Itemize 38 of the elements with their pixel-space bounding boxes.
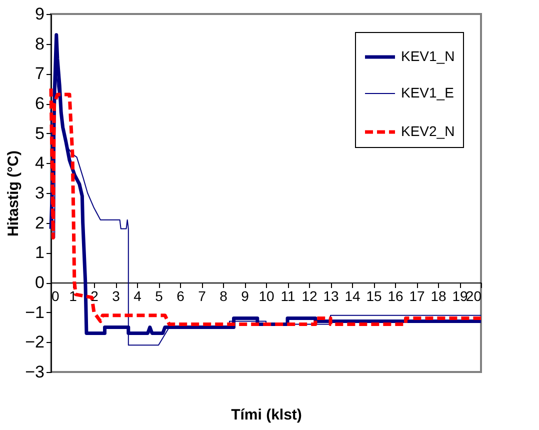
legend-label: KEV2_N xyxy=(401,123,455,139)
y-tick-label: 4 xyxy=(35,154,44,173)
y-tick-label: 9 xyxy=(35,4,44,24)
y-tick-label: 1 xyxy=(35,243,44,262)
y-tick-label: 2 xyxy=(35,213,44,232)
y-tick-label: 0 xyxy=(35,273,44,292)
x-tick-label: 10 xyxy=(258,288,274,304)
y-tick-label: −1 xyxy=(25,302,44,322)
legend-label: KEV1_N xyxy=(401,48,455,64)
x-tick-label: 20 xyxy=(466,288,482,304)
x-axis-title: Tími (klst) xyxy=(231,406,302,424)
y-tick-label: 8 xyxy=(35,34,44,54)
x-tick-label: 18 xyxy=(430,288,446,304)
x-tick-label: 12 xyxy=(302,288,318,304)
x-tick-label: 16 xyxy=(388,288,404,304)
x-tick-label: 8 xyxy=(220,288,228,304)
x-tick-label: 13 xyxy=(323,288,339,304)
x-tick-label: 1 xyxy=(69,288,78,304)
y-tick-label: 3 xyxy=(35,184,44,202)
x-tick-label: 19 xyxy=(452,288,468,304)
x-tick-label: 15 xyxy=(366,288,382,304)
y-tick-label: 7 xyxy=(35,64,44,84)
x-tick-label: 17 xyxy=(409,288,425,304)
x-tick-label: 6 xyxy=(176,288,185,304)
y-tick-label: 6 xyxy=(35,94,44,113)
y-tick-label: −2 xyxy=(25,332,44,352)
x-tick-label: 5 xyxy=(155,288,164,304)
x-tick-label: 7 xyxy=(198,288,206,304)
x-tick-label: 3 xyxy=(112,288,120,304)
y-tick-label: −3 xyxy=(25,362,44,382)
x-tick-label: 11 xyxy=(280,288,296,304)
x-tick-label: 9 xyxy=(241,288,250,304)
y-axis-title: Hitastig (°C) xyxy=(5,150,22,236)
x-tick-label: 14 xyxy=(344,288,360,304)
legend-label: KEV1_E xyxy=(401,84,454,100)
x-tick-label: 0 xyxy=(52,288,60,304)
x-tick-label: 4 xyxy=(134,288,142,304)
y-tick-label: 5 xyxy=(35,124,44,143)
